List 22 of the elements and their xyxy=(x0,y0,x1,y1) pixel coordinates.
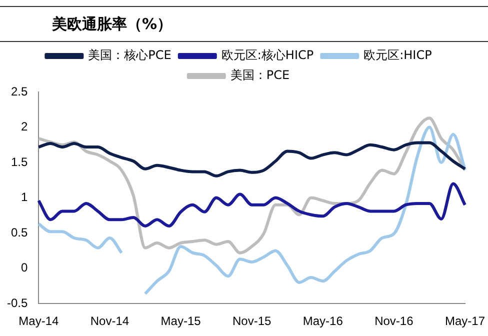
x-tick-label: May-17 xyxy=(444,314,486,328)
legend-label: 欧元区:HICP xyxy=(364,48,432,62)
x-tick-label: Nov-15 xyxy=(232,314,272,328)
y-tick-label: 1 xyxy=(20,190,28,204)
x-tick-label: May-15 xyxy=(160,314,202,328)
y-tick-label: 2.5 xyxy=(10,84,28,98)
chart-title: 美欧通胀率（%） xyxy=(0,6,488,42)
y-tick-label: 0.5 xyxy=(10,225,28,240)
y-tick-label: 2 xyxy=(20,120,28,134)
line-series xyxy=(37,116,466,254)
line-series xyxy=(37,182,466,228)
line-series xyxy=(37,141,466,178)
legend-label: 欧元区:核心HICP xyxy=(221,48,314,62)
x-tick-label: May-16 xyxy=(302,314,344,328)
x-tick-label: Nov-14 xyxy=(90,314,130,328)
x-tick-label: Nov-16 xyxy=(374,314,414,328)
y-tick-label: -0.5 xyxy=(6,296,28,310)
y-tick-label: 0 xyxy=(20,260,28,275)
legend-label: 美国：PCE xyxy=(230,68,290,82)
x-tick-label: May-14 xyxy=(18,314,60,328)
y-tick-label: 1.5 xyxy=(10,154,28,169)
legend-label: 美国：核心PCE xyxy=(88,48,172,62)
